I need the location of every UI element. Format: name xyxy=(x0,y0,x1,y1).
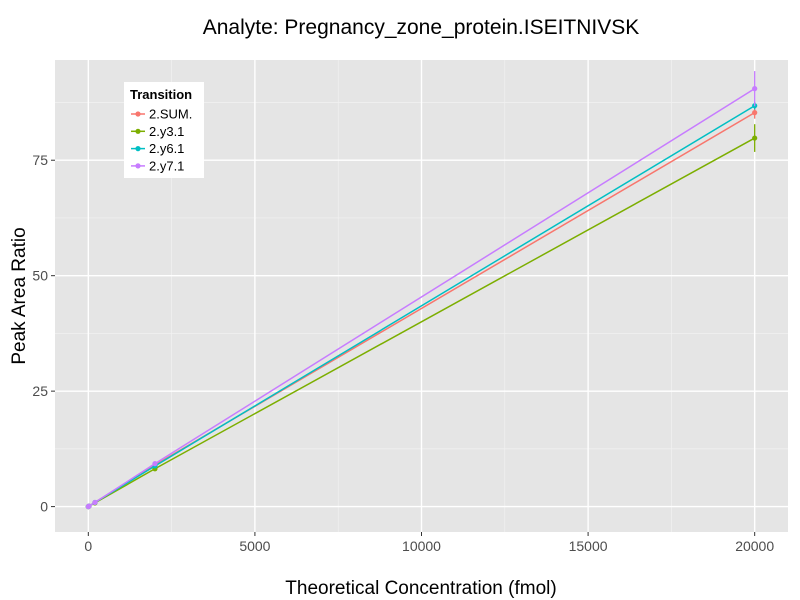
series-layer xyxy=(85,71,758,510)
grid-major xyxy=(55,60,788,532)
legend-label: 2.SUM. xyxy=(149,107,192,122)
legend-key-point xyxy=(135,128,141,134)
chart-title: Analyte: Pregnancy_zone_protein.ISEITNIV… xyxy=(203,16,640,39)
data-point xyxy=(152,461,158,467)
legend-title: Transition xyxy=(130,87,192,102)
data-point xyxy=(752,86,758,92)
x-axis-label: Theoretical Concentration (fmol) xyxy=(285,578,556,599)
y-tick-label: 75 xyxy=(32,152,48,168)
legend-key-point xyxy=(135,111,141,117)
legend-label: 2.y3.1 xyxy=(149,124,184,139)
legend-key-point xyxy=(135,163,141,169)
y-axis-label: Peak Area Ratio xyxy=(9,227,30,364)
data-point xyxy=(752,135,758,141)
x-tick-label: 20000 xyxy=(735,538,774,554)
y-tick-label: 25 xyxy=(32,383,48,399)
x-tick-label: 10000 xyxy=(402,538,441,554)
legend-label: 2.y7.1 xyxy=(149,158,184,173)
legend-items: 2.SUM. 2.y3.1 2.y6.1 2.y7.1 xyxy=(131,107,192,173)
legend: Transition 2.SUM. 2.y3.1 2.y6.1 2.y7.1 xyxy=(124,82,204,178)
y-tick-label: 0 xyxy=(40,499,48,515)
data-point xyxy=(92,499,98,506)
axis-layer: 0 5000 10000 15000 20000 0 25 50 75 xyxy=(32,152,774,554)
legend-key-point xyxy=(135,146,141,152)
x-tick-label: 15000 xyxy=(569,538,608,554)
data-point xyxy=(86,503,92,509)
x-tick-label: 0 xyxy=(84,538,92,554)
data-point xyxy=(752,110,758,116)
y-tick-label: 50 xyxy=(32,268,48,284)
x-tick-label: 5000 xyxy=(239,538,270,554)
legend-label: 2.y6.1 xyxy=(149,141,184,156)
